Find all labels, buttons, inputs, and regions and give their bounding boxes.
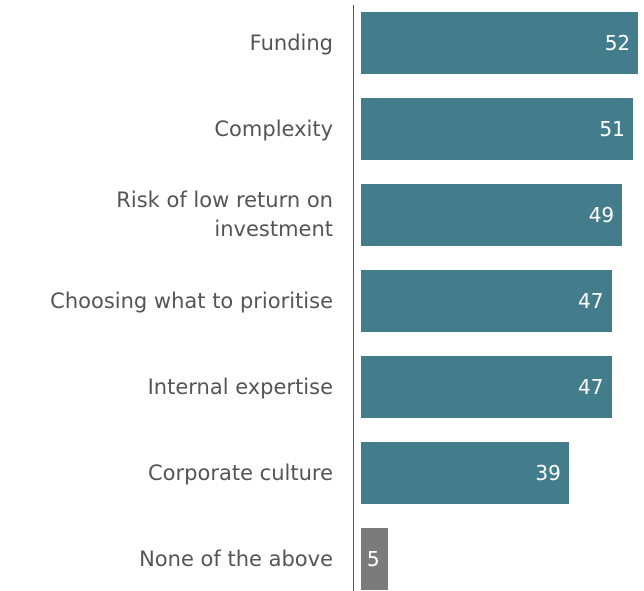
bar	[361, 270, 612, 332]
category-label: Internal expertise	[147, 374, 333, 399]
bar	[361, 356, 612, 418]
category-label: None of the above	[139, 546, 333, 571]
value-label: 47	[578, 289, 604, 313]
value-label: 5	[366, 547, 380, 571]
category-label: Funding	[249, 30, 333, 55]
category-label: Choosing what to prioritise	[50, 288, 333, 313]
category-label: Risk of low return on investment	[116, 188, 333, 241]
value-label: 49	[588, 203, 615, 227]
value-label: 51	[599, 117, 625, 141]
bar	[361, 12, 639, 74]
value-label: 52	[604, 31, 631, 55]
bar	[361, 184, 623, 246]
value-label: 47	[578, 375, 604, 399]
category-label: Corporate culture	[148, 460, 333, 485]
bar	[361, 98, 633, 160]
bar	[361, 442, 569, 504]
bar	[361, 528, 388, 590]
category-label: Complexity	[214, 116, 333, 141]
value-label: 39	[535, 461, 561, 485]
axis-line	[353, 5, 354, 591]
